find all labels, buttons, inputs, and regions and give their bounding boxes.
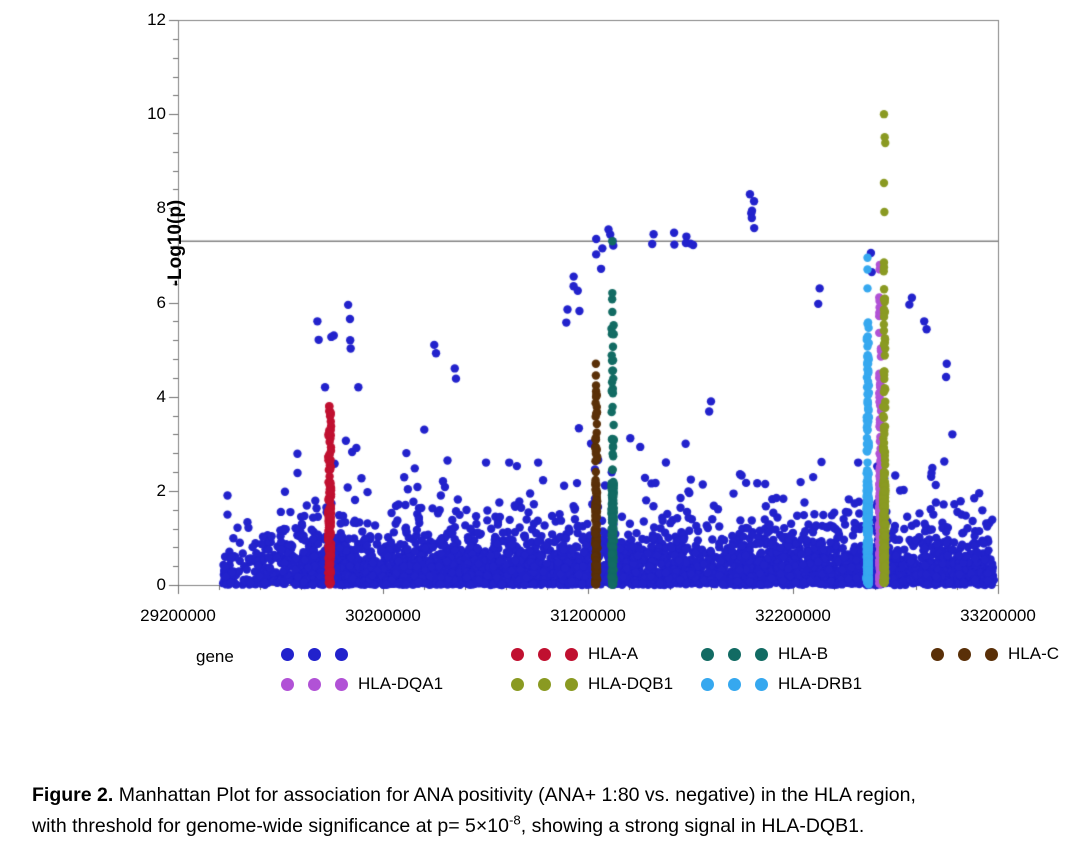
legend-dot-other bbox=[281, 647, 294, 661]
manhattan-plot: -Log10(p) 0 2 4 6 8 10 12 29200000 30200000 3120… bbox=[0, 0, 1078, 715]
legend-dot-hla-c bbox=[931, 647, 944, 661]
legend-label-hla-c: HLA-C bbox=[1008, 644, 1060, 663]
legend-entry-hla-dqa1[interactable]: HLA-DQA1 bbox=[281, 672, 443, 696]
x-tick-29200000: 29200000 bbox=[140, 606, 216, 625]
legend-dot-hla-dqa1 bbox=[281, 677, 294, 691]
legend-dot-hla-drb1 bbox=[755, 677, 768, 691]
x-tick-32200000: 32200000 bbox=[755, 606, 831, 625]
scatter-plot-canvas bbox=[0, 0, 1078, 715]
legend-dot-hla-b bbox=[755, 647, 768, 661]
y-tick-6: 6 bbox=[156, 292, 166, 312]
legend-dot-hla-a bbox=[565, 647, 578, 661]
legend-label-hla-dqa1: HLA-DQA1 bbox=[358, 674, 444, 693]
y-tick-12: 12 bbox=[147, 10, 166, 29]
legend-swatch-hla-drb1 bbox=[701, 677, 768, 691]
legend-dot-hla-drb1 bbox=[701, 677, 714, 691]
y-tick-0: 0 bbox=[156, 575, 166, 594]
legend-swatch-hla-dqa1 bbox=[281, 677, 348, 691]
y-tick-8: 8 bbox=[156, 198, 166, 218]
legend-swatch-hla-dqb1 bbox=[511, 677, 578, 691]
legend-entry-hla-dqb1[interactable]: HLA-DQB1 bbox=[511, 672, 673, 696]
legend-label-hla-a: HLA-A bbox=[588, 644, 639, 663]
legend-dot-hla-drb1 bbox=[728, 677, 741, 691]
legend-dot-hla-b bbox=[728, 647, 741, 661]
legend-dot-hla-b bbox=[701, 647, 714, 661]
y-axis-label: -Log10(p) bbox=[165, 199, 186, 287]
legend-dot-hla-dqb1 bbox=[511, 677, 524, 691]
x-tick-31200000: 31200000 bbox=[550, 606, 626, 625]
legend-dot-hla-dqb1 bbox=[538, 677, 551, 691]
legend-dot-hla-c bbox=[958, 647, 971, 661]
caption-line-2-part-b: , showing a strong signal in HLA-DQB1. bbox=[520, 815, 865, 837]
legend-entry-other[interactable] bbox=[281, 642, 358, 666]
legend-swatch-other bbox=[281, 647, 348, 661]
legend-entry-hla-c[interactable]: HLA-C bbox=[931, 642, 1059, 666]
legend-entry-hla-drb1[interactable]: HLA-DRB1 bbox=[701, 672, 862, 696]
legend-entry-hla-a[interactable]: HLA-A bbox=[511, 642, 638, 666]
legend-title: gene bbox=[196, 647, 234, 666]
legend-dot-hla-c bbox=[985, 647, 998, 661]
legend-label-hla-drb1: HLA-DRB1 bbox=[778, 674, 863, 693]
legend-swatch-hla-c bbox=[931, 647, 998, 661]
caption-line-2-part-a: with threshold for genome-wide significa… bbox=[32, 815, 509, 837]
legend-dot-hla-dqa1 bbox=[335, 677, 348, 691]
y-tick-4: 4 bbox=[156, 386, 166, 406]
x-tick-30200000: 30200000 bbox=[345, 606, 421, 625]
caption-exponent: -8 bbox=[508, 812, 521, 828]
caption-figure-number: Figure 2. bbox=[32, 784, 114, 806]
legend: gene HLA-A HLA-B HLA-C HLA-DQA1 HLA-DQB1 HLA-… bbox=[196, 642, 1059, 704]
legend-dot-hla-a bbox=[511, 647, 524, 661]
legend-dot-hla-dqb1 bbox=[565, 677, 578, 691]
caption-line-1: Manhattan Plot for association for ANA p… bbox=[113, 784, 916, 806]
legend-dot-hla-a bbox=[538, 647, 551, 661]
legend-label-hla-dqb1: HLA-DQB1 bbox=[588, 674, 674, 693]
y-tick-10: 10 bbox=[147, 104, 166, 124]
plot-area bbox=[0, 0, 1078, 715]
legend-label-hla-b: HLA-B bbox=[778, 644, 829, 663]
legend-dot-other bbox=[308, 647, 321, 661]
y-tick-2: 2 bbox=[156, 480, 166, 500]
legend-dot-hla-dqa1 bbox=[308, 677, 321, 691]
legend-dot-other bbox=[335, 647, 348, 661]
legend-swatch-hla-b bbox=[701, 647, 768, 661]
legend-swatch-hla-a bbox=[511, 647, 578, 661]
x-tick-33200000: 33200000 bbox=[960, 606, 1036, 625]
legend-entry-hla-b[interactable]: HLA-B bbox=[701, 642, 828, 666]
figure-caption: Figure 2. Manhattan Plot for association… bbox=[32, 780, 1052, 842]
